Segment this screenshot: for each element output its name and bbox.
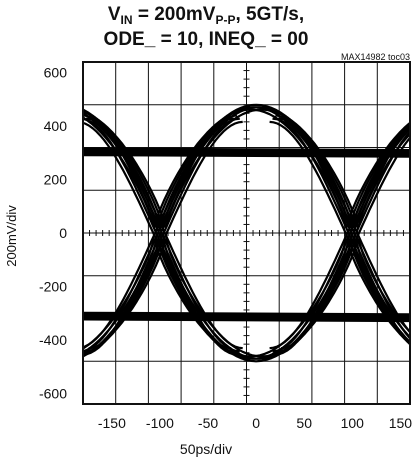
eye-trace [161,237,357,360]
x-tick-label: -100 [146,415,174,431]
eye-traces [83,103,410,363]
eye-trace [83,112,159,229]
eye-trace [351,237,410,344]
eye-trace [83,237,156,350]
eye-trace [153,108,348,229]
eye-trace [83,237,159,354]
x-tick-label: 50 [296,415,312,431]
chart-title-line2: ODE_ = 10, INEQ_ = 00 [103,29,309,50]
eye-trace [348,121,410,229]
y-tick-label: -600 [39,385,67,401]
eye-trace [83,237,161,358]
eye-trace [354,237,410,339]
y-tick-label: 200 [44,172,68,188]
x-tick-label: -50 [198,415,218,431]
y-tick-label: 400 [44,118,68,134]
x-axis-label: 50ps/div [179,441,233,457]
eye-trace [348,237,410,345]
eye-trace [83,109,164,229]
eye-trace [83,237,164,357]
x-tick-label: -150 [98,415,126,431]
eye-trace [161,106,357,229]
document-id: MAX14982 toc03 [340,52,410,62]
eye-trace [164,237,360,358]
eye-trace [83,311,410,316]
plot-frame [82,61,411,405]
eye-trace [354,127,410,229]
x-tick-labels: -150 -100 -50 0 50 100 150 [98,415,412,431]
eye-trace [83,147,410,152]
eye-trace [345,121,410,229]
eye-trace [357,132,410,229]
x-tick-label: 100 [341,415,365,431]
chart-title-line1: VIN = 200mVP-P, 5GT/s, [107,4,305,27]
eye-trace [83,116,156,229]
x-tick-label: 0 [252,415,260,431]
eye-trace [83,110,167,229]
eye-trace [83,108,161,229]
y-axis-label: 200mV/div [4,205,19,267]
eye-trace [153,237,348,358]
y-tick-label: -200 [39,278,67,294]
eye-trace [345,237,410,345]
y-tick-label: 0 [59,225,67,241]
eye-trace [158,237,354,363]
y-tick-label: -400 [39,332,67,348]
eye-trace [83,237,167,356]
eye-trace [357,237,410,334]
y-tick-label: 600 [44,65,68,81]
x-tick-label: 150 [389,415,412,431]
y-tick-labels: 600 400 200 0 -200 -400 -600 [39,65,67,402]
eye-trace [164,108,360,229]
